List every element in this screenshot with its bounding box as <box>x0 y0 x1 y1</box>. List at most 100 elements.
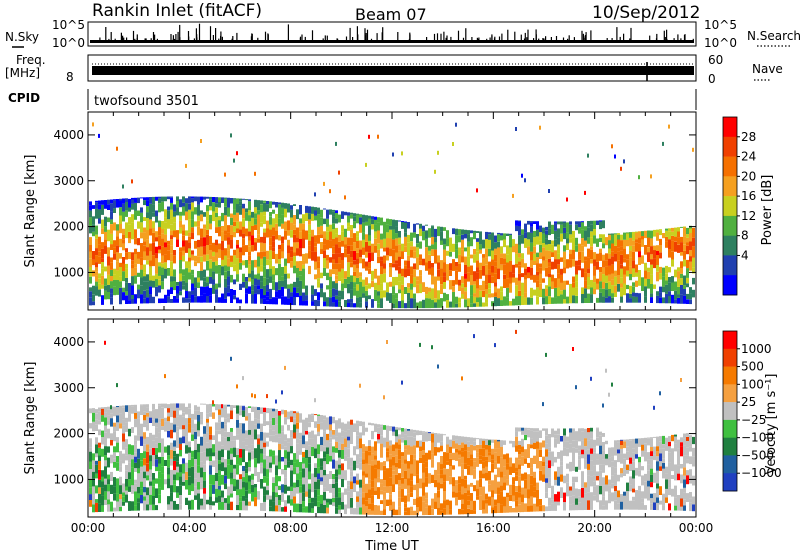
range-cell <box>317 415 320 424</box>
range-cell <box>227 197 230 199</box>
range-cell <box>266 463 269 470</box>
range-cell <box>635 264 638 269</box>
range-cell <box>428 254 431 261</box>
range-cell <box>248 413 251 421</box>
range-cell <box>230 217 233 226</box>
range-cell <box>413 429 416 433</box>
range-cell <box>272 274 275 281</box>
range-cell <box>626 439 629 447</box>
range-cell <box>413 510 416 516</box>
range-cell <box>134 275 137 284</box>
range-cell <box>287 284 290 289</box>
range-cell <box>332 253 335 260</box>
colorbar-tick-label: 24 <box>741 150 756 164</box>
range-cell <box>344 447 347 456</box>
range-cell <box>512 239 515 246</box>
range-cell <box>689 476 692 484</box>
range-cell <box>317 454 320 459</box>
range-cell <box>227 486 230 496</box>
range-cell <box>308 431 311 439</box>
range-cell <box>455 452 458 461</box>
range-cell <box>404 507 407 512</box>
range-cell <box>191 428 194 435</box>
range-cell <box>119 494 122 499</box>
range-cell <box>185 273 188 283</box>
range-cell-scatter <box>281 390 283 395</box>
range-cell <box>644 278 647 287</box>
nsky-bar <box>198 23 201 41</box>
range-cell <box>176 407 179 417</box>
range-cell <box>452 286 455 292</box>
range-cell <box>335 441 338 448</box>
range-cell <box>290 465 293 471</box>
range-cell <box>239 448 242 458</box>
range-cell <box>377 427 380 434</box>
range-cell-scatter <box>365 162 367 167</box>
range-cell <box>170 469 173 477</box>
range-cell <box>488 248 491 257</box>
range-cell <box>476 272 479 280</box>
range-cell <box>383 268 386 274</box>
range-cell <box>536 275 539 281</box>
range-cell <box>629 439 632 441</box>
range-cell <box>224 483 227 490</box>
range-cell <box>299 503 302 513</box>
range-cell <box>338 474 341 480</box>
range-cell <box>128 472 131 480</box>
range-cell <box>152 504 155 511</box>
range-cell-scatter <box>584 190 586 195</box>
range-cell <box>143 290 146 299</box>
range-cell <box>98 209 101 219</box>
range-cell <box>626 464 629 470</box>
range-cell <box>245 208 248 213</box>
range-cell <box>230 448 233 454</box>
range-cell <box>608 248 611 254</box>
range-cell <box>314 463 317 468</box>
range-cell <box>503 239 506 248</box>
range-cell <box>446 475 449 481</box>
range-cell <box>125 277 128 283</box>
range-cell <box>92 408 95 413</box>
range-cell <box>173 479 176 485</box>
range-cell <box>620 296 623 303</box>
range-cell <box>188 291 191 299</box>
range-cell <box>671 488 674 497</box>
range-cell <box>671 276 674 283</box>
range-cell <box>146 281 149 290</box>
range-cell <box>434 501 437 509</box>
range-cell <box>410 266 413 275</box>
range-cell <box>128 479 131 487</box>
range-cell <box>242 433 245 442</box>
range-cell <box>350 419 353 425</box>
range-cell <box>626 240 629 247</box>
range-cell <box>533 486 536 492</box>
range-cell <box>362 493 365 498</box>
range-cell <box>548 258 551 263</box>
range-cell <box>476 488 479 497</box>
range-cell <box>101 505 104 512</box>
range-cell <box>659 297 662 304</box>
range-cell <box>563 475 566 484</box>
range-cell <box>548 468 551 478</box>
range-cell <box>176 466 179 473</box>
range-cell <box>533 253 536 261</box>
range-cell <box>269 224 272 230</box>
range-cell <box>584 267 587 273</box>
range-cell <box>401 276 404 285</box>
range-cell <box>464 496 467 505</box>
range-cell <box>149 494 152 505</box>
range-cell <box>380 426 383 436</box>
range-cell <box>350 250 353 258</box>
range-cell <box>323 292 326 302</box>
range-cell <box>551 281 554 289</box>
range-cell <box>356 501 359 508</box>
range-cell <box>308 224 311 234</box>
range-cell <box>302 457 305 464</box>
range-cell <box>236 495 239 505</box>
range-cell <box>128 293 131 300</box>
range-cell <box>263 277 266 286</box>
range-cell <box>680 261 683 268</box>
range-cell <box>404 440 407 446</box>
range-cell <box>218 243 221 250</box>
range-cell <box>623 458 626 465</box>
